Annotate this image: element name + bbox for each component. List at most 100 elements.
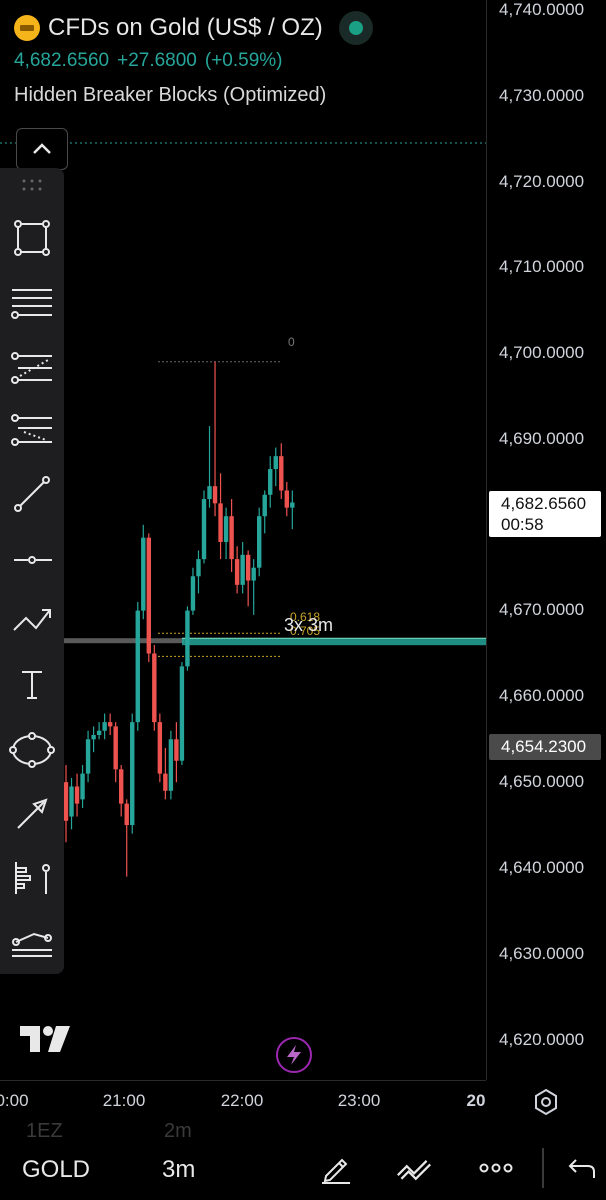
candle-body	[262, 494, 267, 517]
indicator-name[interactable]: Hidden Breaker Blocks (Optimized)	[14, 84, 327, 106]
chart-type-icon[interactable]	[396, 1150, 432, 1186]
price-tick: 4,650.0000	[499, 772, 585, 791]
more-icon[interactable]	[478, 1150, 514, 1186]
candle-body	[179, 666, 185, 761]
drawing-toolbar	[0, 168, 64, 974]
time-tick: 22:00	[220, 1091, 264, 1110]
breaker-block-zone	[182, 638, 486, 646]
price-tick: 4,740.0000	[499, 0, 585, 19]
price-tick: 4,700.0000	[499, 343, 585, 362]
price-tick: 4,660.0000	[499, 686, 585, 705]
fib-level-0-label: 0	[288, 335, 295, 349]
price-change: +27.6800	[117, 50, 197, 71]
time-tick: 21:00	[102, 1091, 146, 1110]
candle-body	[279, 456, 284, 491]
interval-button[interactable]: 3m	[162, 1156, 196, 1183]
candle-body	[102, 722, 107, 731]
candle-body	[91, 735, 96, 740]
candle-body	[234, 559, 240, 585]
horizontal-ray-icon[interactable]	[6, 534, 58, 586]
candle-body	[174, 739, 179, 761]
pencil-icon[interactable]	[318, 1150, 354, 1186]
price-tick: 4,630.0000	[499, 944, 585, 963]
fib-retracement-icon[interactable]	[6, 342, 58, 394]
candle-body	[290, 502, 295, 508]
tradingview-logo-icon	[20, 1026, 70, 1052]
time-tick: 0:00	[0, 1091, 29, 1110]
candle-body	[268, 469, 273, 495]
divider	[542, 1148, 544, 1188]
candle-body	[135, 610, 140, 723]
current-price-value: 4,682.6560	[501, 494, 587, 513]
symbol-header: CFDs on Gold (US$ / OZ) 4,682.6560 +27.6…	[14, 10, 373, 107]
horizontal-line-price-label: 4,654.2300	[489, 734, 601, 760]
pattern-icon[interactable]	[6, 916, 58, 968]
gold-bar-icon	[14, 15, 40, 41]
candle-body	[196, 559, 201, 577]
price-axis[interactable]: 4,740.0000 4,730.0000 4,720.0000 4,710.0…	[486, 0, 606, 1080]
tradingview-logo[interactable]	[18, 1024, 72, 1059]
ghost-label-left: 1EZ	[26, 1120, 63, 1140]
timeframe-tag: 3x 3m	[284, 615, 334, 635]
candle-body	[113, 726, 118, 770]
candle-body	[124, 803, 129, 826]
symbol-button[interactable]: GOLD	[22, 1156, 91, 1183]
ghost-label-right: 2m	[164, 1120, 192, 1140]
time-tick: 23:00	[337, 1091, 381, 1110]
fib-extension-icon[interactable]	[6, 404, 58, 456]
ellipse-icon[interactable]	[6, 724, 58, 776]
candle-body	[130, 722, 135, 826]
candle-body	[223, 516, 229, 542]
rectangle-icon[interactable]	[6, 212, 58, 264]
collapse-button[interactable]	[16, 128, 68, 170]
undo-icon[interactable]	[566, 1150, 598, 1186]
flash-icon[interactable]	[276, 1037, 312, 1073]
price-tick: 4,670.0000	[499, 600, 585, 619]
bar-countdown: 00:58	[501, 515, 544, 534]
time-axis[interactable]: 0:00 21:00 22:00 23:00 20	[0, 1080, 486, 1120]
candle-body	[85, 739, 91, 774]
candle-body	[157, 722, 163, 774]
candle-body	[245, 554, 251, 581]
price-change-pct: (+0.59%)	[204, 50, 283, 71]
candle-body	[69, 786, 74, 817]
candle-body	[80, 773, 85, 800]
fib-level-705-label: 0.705	[290, 624, 321, 638]
candle-body	[119, 769, 124, 804]
candle-body	[146, 537, 151, 654]
path-icon[interactable]	[6, 594, 58, 646]
price-tick: 4,640.0000	[499, 858, 585, 877]
candle-body	[168, 739, 174, 791]
candle-body	[107, 722, 113, 727]
fib-level-618-label: 0.618	[290, 610, 321, 624]
price-tick: 4,690.0000	[499, 429, 585, 448]
price-tick: 4,710.0000	[499, 257, 585, 276]
anchored-vwap-icon[interactable]	[6, 852, 58, 904]
candle-body	[74, 786, 80, 804]
symbol-title[interactable]: CFDs on Gold (US$ / OZ)	[48, 14, 323, 41]
arrow-icon[interactable]	[6, 788, 58, 840]
candle-body	[190, 576, 196, 611]
drag-handle-icon[interactable]	[20, 178, 44, 192]
chart-area[interactable]: CFDs on Gold (US$ / OZ) 4,682.6560 +27.6…	[0, 0, 486, 1080]
candle-body	[141, 537, 146, 611]
market-status-icon[interactable]	[338, 11, 373, 45]
candle-body	[63, 782, 69, 821]
candle-body	[229, 516, 234, 560]
candle-body	[96, 730, 102, 736]
candle-body	[207, 486, 212, 500]
candle-body	[251, 567, 256, 581]
trend-line-icon[interactable]	[6, 468, 58, 520]
candle-body	[273, 456, 278, 470]
chevron-up-icon	[33, 143, 51, 154]
last-price: 4,682.6560	[14, 50, 110, 71]
candle-body	[201, 499, 207, 560]
horizontal-line-left	[64, 638, 184, 644]
candle-body	[218, 503, 223, 542]
candle-body	[152, 653, 157, 723]
candle-body	[163, 773, 168, 791]
settings-icon[interactable]	[532, 1088, 560, 1116]
text-icon[interactable]	[6, 658, 58, 710]
candle-body	[240, 554, 245, 585]
horizontal-lines-icon[interactable]	[6, 276, 58, 328]
